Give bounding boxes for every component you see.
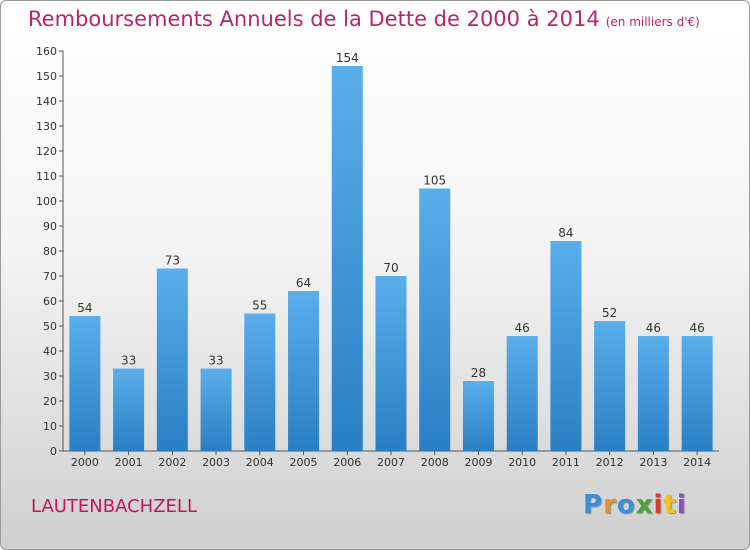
bar-2004	[244, 313, 276, 451]
logo-letter: i	[676, 490, 687, 520]
data-label-2013: 46	[646, 321, 661, 335]
data-label-2000: 54	[77, 301, 92, 315]
data-label-2007: 70	[383, 261, 398, 275]
y-tick-label: 140	[36, 95, 57, 108]
logo-letter: t	[663, 490, 677, 520]
bar-2010	[506, 336, 538, 451]
bar-2014	[681, 336, 713, 451]
bars-group: 54 33 73 33 55 64 154 70 105 28 46 84 52 46 46	[69, 51, 713, 451]
data-label-2012: 52	[602, 306, 617, 320]
logo-letter: o	[616, 490, 636, 520]
y-tick-label: 100	[36, 195, 57, 208]
x-tick-label-2002: 2002	[158, 456, 186, 469]
bar-2002	[156, 268, 188, 451]
x-tick-label-2001: 2001	[115, 456, 143, 469]
commune-name: LAUTENBACHZELL	[31, 496, 197, 517]
y-tick-label: 150	[36, 70, 57, 83]
x-tick-label-2007: 2007	[377, 456, 405, 469]
data-label-2005: 64	[296, 276, 311, 290]
y-tick-label: 130	[36, 120, 57, 133]
y-tick-label: 80	[43, 245, 57, 258]
bar-2000	[69, 316, 101, 451]
logo-letter: r	[603, 490, 617, 520]
proxiti-logo: Proxiti	[583, 490, 687, 520]
data-label-2006: 154	[336, 51, 359, 65]
y-tick-label: 110	[36, 170, 57, 183]
y-tick-label: 90	[43, 220, 57, 233]
data-label-2014: 46	[689, 321, 704, 335]
bar-2001	[113, 368, 145, 451]
data-label-2002: 73	[165, 254, 180, 268]
logo-letter: x	[635, 490, 654, 520]
y-tick-label: 60	[43, 295, 57, 308]
y-tick-label: 0	[50, 445, 57, 458]
data-label-2011: 84	[558, 226, 573, 240]
x-tick-label-2012: 2012	[596, 456, 624, 469]
bar-2007	[375, 276, 407, 451]
x-tick-label-2014: 2014	[683, 456, 711, 469]
data-label-2001: 33	[121, 354, 136, 368]
y-tick-label: 40	[43, 345, 57, 358]
x-tick-label-2013: 2013	[639, 456, 667, 469]
data-label-2009: 28	[471, 366, 486, 380]
x-tick-label-2003: 2003	[202, 456, 230, 469]
x-tick-label-2006: 2006	[333, 456, 361, 469]
data-label-2008: 105	[423, 174, 446, 188]
y-tick-label: 20	[43, 395, 57, 408]
data-label-2010: 46	[515, 321, 530, 335]
bar-2005	[288, 291, 320, 451]
data-label-2003: 33	[208, 354, 223, 368]
chart-title-text: Remboursements Annuels de la Dette de 20…	[28, 7, 600, 31]
y-tick-label: 120	[36, 145, 57, 158]
x-tick-label-2010: 2010	[508, 456, 536, 469]
bar-2012	[594, 321, 626, 451]
y-tick-label: 30	[43, 370, 57, 383]
x-tick-label-2005: 2005	[290, 456, 318, 469]
x-tick-label-2011: 2011	[552, 456, 580, 469]
bar-2003	[200, 368, 232, 451]
data-label-2004: 55	[252, 299, 267, 313]
logo-letter: P	[583, 490, 604, 520]
y-tick-label: 70	[43, 270, 57, 283]
chart-title: Remboursements Annuels de la Dette de 20…	[28, 7, 700, 31]
x-tick-label-2004: 2004	[246, 456, 274, 469]
x-tick-label-2000: 2000	[71, 456, 99, 469]
bar-2011	[550, 241, 582, 451]
x-tick-label-2008: 2008	[421, 456, 449, 469]
y-tick-label: 10	[43, 420, 57, 433]
y-tick-label: 50	[43, 320, 57, 333]
x-tick-label-2009: 2009	[464, 456, 492, 469]
axis-group: 0 10 20 30 40 50 60 70 80 90 100 110 120 130 140 150 160…	[36, 45, 719, 469]
bar-2009	[462, 381, 494, 451]
chart-unit: (en milliers d'€)	[605, 15, 700, 29]
bar-2013	[637, 336, 669, 451]
bar-2006	[331, 66, 363, 451]
y-tick-label: 160	[36, 45, 57, 58]
logo-letter: i	[653, 490, 664, 520]
bar-2008	[419, 188, 451, 451]
